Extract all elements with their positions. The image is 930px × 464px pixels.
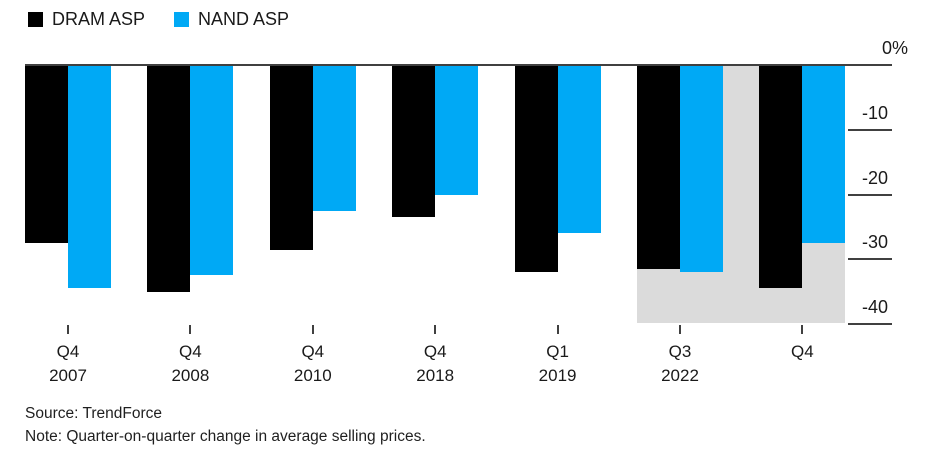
x-tick-q4-2010 (311, 325, 314, 334)
x-label-quarter-q4-2018: Q4 (423, 342, 447, 361)
bar-dram-q1-2019 (514, 65, 558, 273)
y-axis-label-20: -20 (861, 167, 888, 188)
x-tick-q1-2019 (556, 325, 559, 334)
legend: DRAM ASP NAND ASP (28, 9, 289, 30)
bar-nand-q4-2007 (68, 65, 111, 289)
bar-dram-q3-2022 (637, 65, 680, 269)
y-axis-label-10: -10 (861, 102, 888, 123)
y-tick-line-10 (848, 128, 892, 131)
dram-legend-label: DRAM ASP (52, 9, 146, 29)
bar-dram-q4-2018 (392, 65, 436, 218)
y-tick-line-40 (848, 323, 892, 325)
x-tick-q4-2007 (67, 325, 69, 334)
y-tick-line-30 (848, 258, 892, 261)
x-label-year-q4-2007: 2007 (49, 366, 87, 385)
x-label-quarter-q4-2022: Q4 (791, 342, 814, 361)
y-axis-label-40: -40 (861, 297, 888, 317)
note-text: Note: Quarter-on-quarter change in avera… (25, 428, 426, 445)
chart-footnotes: Source: TrendForce Note: Quarter-on-quar… (25, 402, 426, 448)
bar-dram-q4-2010 (269, 65, 313, 250)
y-axis-label-30: -30 (861, 232, 888, 253)
x-label-year-q1-2019: 2019 (538, 366, 577, 385)
x-tick-q4-2008 (189, 325, 192, 334)
zero-axis-line (25, 64, 892, 66)
x-label-quarter-q4-2007: Q4 (56, 342, 80, 361)
x-label-year-q4-2010: 2010 (293, 366, 332, 385)
x-tick-q3-2022 (679, 325, 681, 334)
bar-dram-q4-2022 (759, 65, 803, 289)
x-label-quarter-q1-2019: Q1 (546, 342, 569, 361)
dram-legend-swatch (28, 12, 43, 27)
x-label-quarter-q4-2010: Q4 (301, 342, 325, 361)
bar-nand-q4-2010 (312, 65, 356, 211)
x-label-year-q4-2018: 2018 (416, 366, 455, 385)
x-tick-q4-2022 (801, 325, 804, 334)
x-tick-q4-2018 (434, 325, 437, 334)
x-label-year-q4-2022 (754, 365, 850, 387)
x-label-year-q3-2022: 2022 (661, 366, 699, 385)
bar-nand-q4-2008 (190, 65, 234, 276)
nand-legend-label: NAND ASP (198, 9, 290, 29)
y-axis-label-0: 0% (881, 38, 908, 58)
legend-item-nand: NAND ASP (174, 9, 289, 30)
x-label-quarter-q4-2008: Q4 (179, 342, 202, 361)
source-text: Source: TrendForce (25, 405, 162, 422)
y-tick-line-20 (848, 193, 892, 196)
bar-nand-q4-2022 (802, 65, 846, 244)
bar-dram-q4-2008 (147, 65, 191, 292)
bar-nand-q1-2019 (557, 65, 601, 234)
x-label-year-q4-2008: 2008 (171, 366, 210, 385)
x-label-quarter-q3-2022: Q3 (668, 342, 692, 361)
nand-legend-swatch (174, 12, 190, 27)
bar-nand-q3-2022 (680, 65, 723, 273)
bar-nand-q4-2018 (435, 65, 479, 195)
legend-item-dram: DRAM ASP (28, 9, 145, 30)
bar-dram-q4-2007 (25, 65, 68, 244)
